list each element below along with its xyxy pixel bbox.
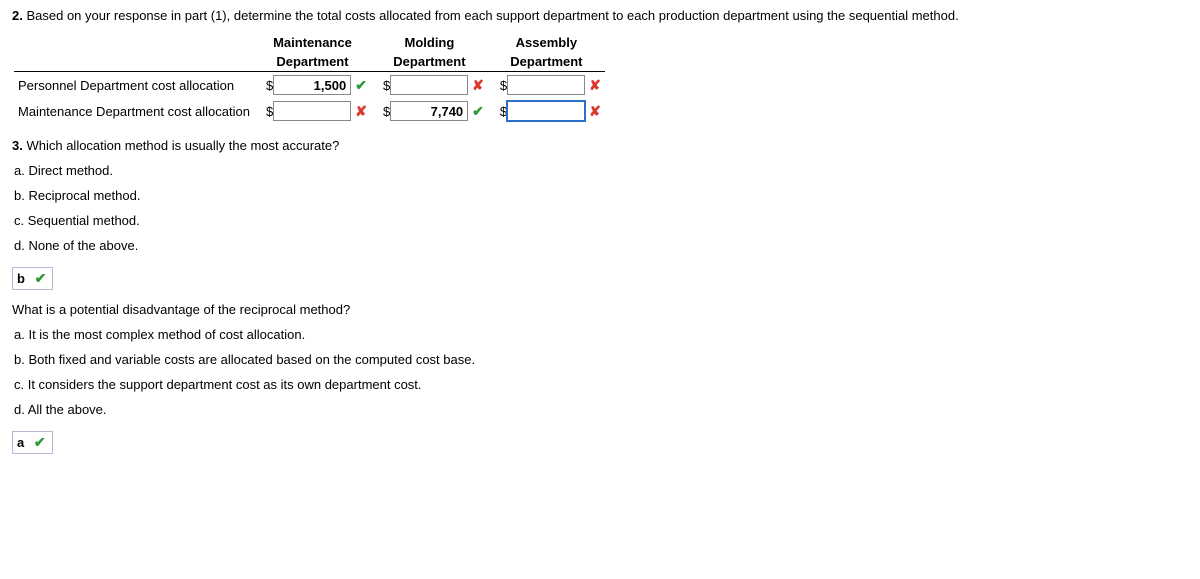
option[interactable]: d. None of the above. xyxy=(14,238,1188,253)
row-label: Maintenance Department cost allocation xyxy=(14,98,254,124)
check-icon: ✔ xyxy=(351,77,367,93)
option[interactable]: a. It is the most complex method of cost… xyxy=(14,327,1188,342)
q3-answer-letter: b xyxy=(17,271,25,286)
q3b-prompt: What is a potential disadvantage of the … xyxy=(12,302,1188,317)
alloc-input[interactable] xyxy=(390,101,468,121)
table-row: Maintenance Department cost allocation$✘… xyxy=(14,98,605,124)
col-header-assembly-l2: Department xyxy=(488,52,605,72)
option[interactable]: b. Both fixed and variable costs are all… xyxy=(14,352,1188,367)
col-header-molding-l1: Molding xyxy=(371,33,488,52)
alloc-cell: $✔ xyxy=(254,72,371,99)
q3-options: a. Direct method. b. Reciprocal method. c.… xyxy=(12,163,1188,253)
alloc-input[interactable] xyxy=(507,75,585,95)
check-icon: ✔ xyxy=(468,103,484,119)
alloc-input[interactable] xyxy=(390,75,468,95)
currency-symbol: $ xyxy=(258,104,273,119)
alloc-input[interactable] xyxy=(507,101,585,121)
allocation-tbody: Personnel Department cost allocation$✔$✘… xyxy=(14,72,605,125)
x-icon: ✘ xyxy=(585,77,601,93)
alloc-input[interactable] xyxy=(273,75,351,95)
option[interactable]: c. Sequential method. xyxy=(14,213,1188,228)
alloc-cell: $✘ xyxy=(371,72,488,99)
q3-text: Which allocation method is usually the m… xyxy=(26,138,339,153)
alloc-input[interactable] xyxy=(273,101,351,121)
option[interactable]: c. It considers the support department c… xyxy=(14,377,1188,392)
x-icon: ✘ xyxy=(585,103,601,119)
alloc-cell: $✔ xyxy=(371,98,488,124)
q3-answer-box: b ✔ xyxy=(12,267,53,290)
currency-symbol: $ xyxy=(375,78,390,93)
alloc-cell: $✘ xyxy=(488,72,605,99)
option[interactable]: d. All the above. xyxy=(14,402,1188,417)
option[interactable]: b. Reciprocal method. xyxy=(14,188,1188,203)
row-label: Personnel Department cost allocation xyxy=(14,72,254,99)
currency-symbol: $ xyxy=(492,78,507,93)
x-icon: ✘ xyxy=(351,103,367,119)
q2-number: 2. xyxy=(12,8,23,23)
currency-symbol: $ xyxy=(375,104,390,119)
alloc-cell: $✘ xyxy=(254,98,371,124)
currency-symbol: $ xyxy=(258,78,273,93)
check-icon: ✔ xyxy=(30,434,46,450)
currency-symbol: $ xyxy=(492,104,507,119)
x-icon: ✘ xyxy=(468,77,484,93)
q3-prompt: 3. Which allocation method is usually th… xyxy=(12,138,1188,153)
table-row: Personnel Department cost allocation$✔$✘… xyxy=(14,72,605,99)
q3b-options: a. It is the most complex method of cost… xyxy=(12,327,1188,417)
q3-number: 3. xyxy=(12,138,23,153)
q3b-answer-box: a ✔ xyxy=(12,431,53,454)
col-header-maintenance-l2: Department xyxy=(254,52,371,72)
q3b-answer-letter: a xyxy=(17,435,24,450)
allocation-table: Maintenance Molding Assembly Department … xyxy=(14,33,605,124)
col-header-molding-l2: Department xyxy=(371,52,488,72)
check-icon: ✔ xyxy=(31,270,47,286)
alloc-cell: $✘ xyxy=(488,98,605,124)
option[interactable]: a. Direct method. xyxy=(14,163,1188,178)
q2-prompt: 2. Based on your response in part (1), d… xyxy=(12,8,1188,23)
col-header-assembly-l1: Assembly xyxy=(488,33,605,52)
col-header-maintenance-l1: Maintenance xyxy=(254,33,371,52)
q2-text: Based on your response in part (1), dete… xyxy=(26,8,958,23)
